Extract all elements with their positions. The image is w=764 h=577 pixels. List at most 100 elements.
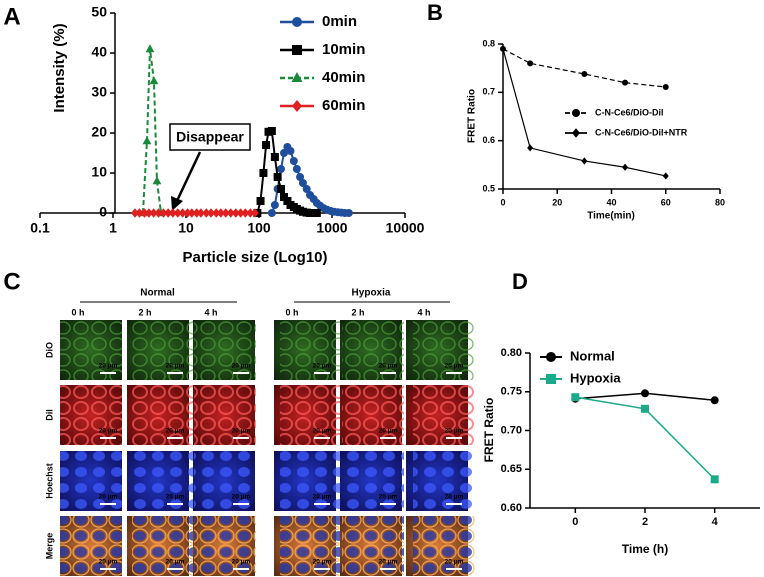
y-tick-label: 20	[91, 124, 107, 140]
micrograph-cells	[413, 451, 475, 511]
x-tick-label: 1	[109, 220, 117, 236]
scale-bar-label: 20 μm	[445, 494, 464, 501]
legend-label: Normal	[570, 348, 615, 363]
marker	[710, 475, 719, 484]
micrograph-cells	[413, 385, 475, 445]
micrograph-cells	[342, 451, 404, 511]
marker	[500, 45, 506, 53]
y-axis-label: FRET Ratio	[482, 398, 496, 463]
marker	[572, 109, 580, 117]
x-tick-label: 0	[572, 516, 578, 528]
micrograph-cells	[132, 385, 194, 445]
scale-bar-label: 20 μm	[166, 428, 185, 435]
marker	[622, 163, 629, 171]
micrograph-cells	[342, 516, 404, 576]
scale-bar-label: 20 μm	[99, 363, 118, 370]
marker	[226, 208, 235, 218]
marker	[292, 165, 301, 173]
marker	[183, 208, 192, 218]
marker	[241, 208, 250, 218]
micrograph-cells	[60, 385, 122, 445]
series-line	[502, 48, 666, 88]
micrograph-cells	[194, 516, 256, 576]
y-tick-label: 0	[99, 204, 107, 220]
annotation-box	[169, 123, 251, 151]
micrograph-cells	[60, 516, 122, 576]
scale-bar-label: 20 μm	[313, 363, 332, 370]
y-tick-label: 30	[91, 84, 107, 100]
arrow-head	[171, 196, 183, 211]
marker	[135, 208, 144, 218]
micrograph-cells	[132, 516, 194, 576]
micrograph-cells	[280, 320, 342, 380]
x-tick-label: 10000	[386, 220, 425, 236]
micrograph-cells	[132, 320, 194, 380]
x-tick-label: 1000	[316, 220, 347, 236]
legend-label: 40min	[322, 69, 365, 86]
micrograph-cells	[280, 385, 342, 445]
panel-label: B	[427, 0, 443, 25]
row-label: Merge	[44, 533, 54, 560]
marker	[212, 208, 221, 218]
y-tick-label: 0.8	[482, 38, 495, 48]
marker	[267, 209, 276, 217]
marker	[527, 60, 534, 67]
y-tick-label: 0.6	[482, 135, 495, 145]
marker	[206, 208, 215, 218]
y-tick-label: 40	[91, 44, 107, 60]
x-tick-label: 4	[712, 516, 719, 528]
marker	[145, 44, 155, 53]
marker	[149, 76, 159, 85]
marker	[192, 208, 201, 218]
legend-label: C-N-Ce6/DiO-Dil	[595, 107, 664, 117]
group-label: Hypoxia	[352, 288, 391, 299]
legend-label: 60min	[322, 97, 365, 114]
marker	[292, 100, 302, 112]
x-tick-label: 40	[606, 197, 616, 207]
micrograph-cells	[280, 451, 342, 511]
x-tick-label: 100	[247, 220, 271, 236]
marker	[527, 144, 534, 152]
time-label: 2 h	[351, 307, 364, 317]
marker	[279, 149, 288, 157]
annotation: Disappear	[176, 129, 244, 145]
x-tick-label: 0.1	[30, 220, 50, 236]
time-label: 0 h	[285, 307, 298, 317]
scale-bar-label: 20 μm	[166, 363, 185, 370]
scale-bar-label: 20 μm	[313, 494, 332, 501]
scale-bar-label: 20 μm	[379, 428, 398, 435]
marker	[622, 79, 629, 86]
legend-label: 10min	[322, 41, 365, 58]
x-tick-label: 80	[715, 197, 725, 207]
micrograph-cells	[342, 320, 404, 380]
legend-label: Hypoxia	[570, 370, 621, 385]
scale-bar-label: 20 μm	[379, 559, 398, 566]
marker	[292, 17, 302, 27]
panel-label: A	[3, 3, 20, 30]
marker	[168, 208, 177, 218]
time-label: 0 h	[71, 307, 84, 317]
marker	[302, 185, 311, 193]
scale-bar-label: 20 μm	[232, 428, 251, 435]
scale-bar-label: 20 μm	[99, 428, 118, 435]
panel-label: D	[512, 269, 528, 294]
marker	[149, 208, 158, 218]
micrograph-cells	[194, 385, 256, 445]
time-label: 4 h	[417, 307, 430, 317]
scale-bar-label: 20 μm	[232, 494, 251, 501]
marker	[256, 197, 265, 205]
y-tick-label: 10	[91, 164, 107, 180]
scale-bar-label: 20 μm	[379, 494, 398, 501]
scale-bar-label: 20 μm	[232, 363, 251, 370]
marker	[662, 84, 669, 91]
micrograph-cells	[342, 385, 404, 445]
x-axis-label: Time(min)	[587, 211, 635, 222]
y-tick-label: 0.65	[501, 463, 522, 475]
marker	[292, 45, 302, 55]
scale-bar-label: 20 μm	[232, 559, 251, 566]
scale-bar-label: 20 μm	[313, 428, 332, 435]
marker	[546, 352, 556, 362]
marker	[159, 208, 168, 218]
marker	[144, 208, 153, 218]
x-tick-label: 60	[661, 197, 671, 207]
